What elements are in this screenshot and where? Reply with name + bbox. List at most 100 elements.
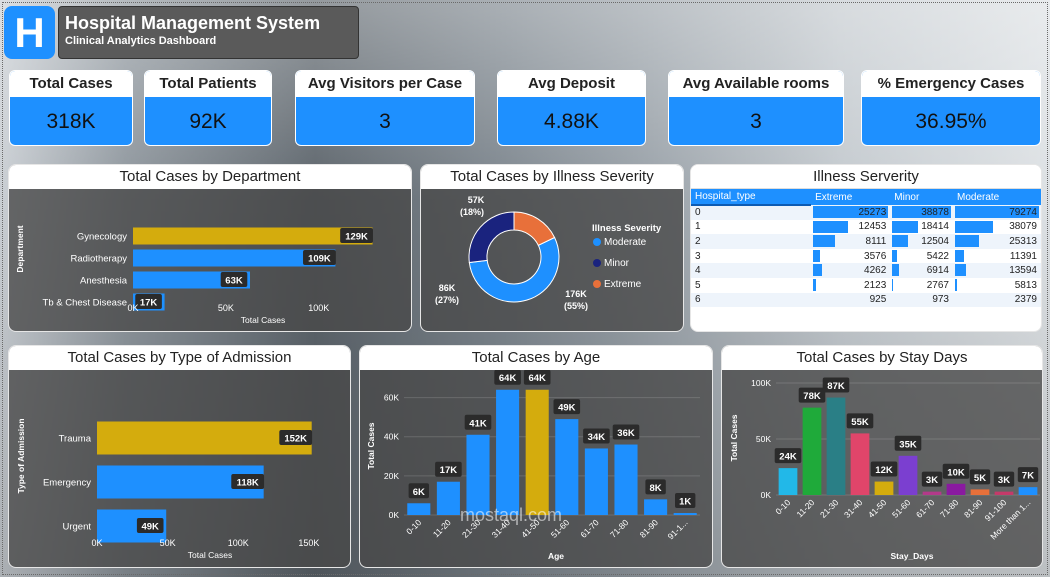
bar-21-30	[826, 397, 846, 495]
slice-minor	[468, 211, 515, 264]
table-cell-value: 12453	[811, 220, 890, 235]
bar-61-70	[584, 448, 608, 515]
data-label: 34K	[588, 432, 606, 443]
data-label-bg	[136, 518, 164, 533]
table-cell-type: 6	[691, 292, 812, 308]
data-label-group: 24K	[774, 448, 802, 464]
bar-91-100	[994, 491, 1014, 495]
page-title: Hospital Management System	[65, 13, 321, 33]
data-label-group: 3K	[993, 471, 1015, 487]
table-header[interactable]: Hospital_type	[691, 189, 812, 206]
legend-marker	[593, 238, 601, 246]
stay-chart: 0K 50K 100K 24K 0-10 78K 11-20 87K 21-30 55K 31-40…	[729, 377, 1040, 561]
table-cell-value: 2379	[953, 292, 1041, 308]
data-label: 41K	[469, 418, 487, 429]
slice-value-label: 86K	[439, 283, 456, 293]
x-tick-label: 71-80	[608, 517, 631, 540]
data-label-group: 109K	[303, 250, 336, 265]
data-label-group: 64K	[494, 370, 521, 385]
y-tick-label: 50K	[756, 434, 771, 444]
y-axis-title: Total Cases	[729, 414, 739, 461]
kpi-avg-visitors[interactable]: Avg Visitors per Case 3	[295, 70, 475, 146]
table-cell-value: 2767	[890, 278, 953, 293]
data-label: 3K	[998, 475, 1010, 486]
y-tick-label: 20K	[384, 471, 399, 481]
data-bar	[892, 264, 900, 277]
category-label: Urgent	[62, 522, 91, 533]
data-bar	[813, 249, 821, 262]
cell-text: 5422	[926, 250, 949, 262]
data-label: 129K	[345, 232, 368, 243]
card-age[interactable]: Total Cases by Age 0K 20K 40K 60K 6K 0-10 17K 1…	[359, 345, 713, 568]
data-bar	[813, 235, 835, 248]
card-admission[interactable]: Total Cases by Type of Admission Trauma 1…	[8, 345, 351, 568]
table-cell-value: 12504	[890, 234, 953, 249]
kpi-emergency-pct[interactable]: % Emergency Cases 36.95%	[861, 70, 1041, 146]
table-cell-value: 38079	[953, 220, 1041, 235]
kpi-label: Avg Deposit	[498, 71, 645, 97]
cell-text: 5813	[1014, 279, 1037, 291]
bar-11-20	[802, 407, 822, 495]
data-label-group: 3K	[921, 471, 943, 487]
data-label-bg	[645, 479, 666, 495]
cell-text: 18414	[921, 221, 949, 233]
data-bar	[955, 220, 994, 233]
data-label-bg	[612, 424, 640, 440]
table-header[interactable]: Moderate	[953, 189, 1041, 205]
bar-81-90	[644, 499, 668, 515]
cell-text: 12504	[921, 235, 949, 247]
data-label: 35K	[899, 439, 917, 450]
data-label: 8K	[650, 483, 662, 494]
data-label-bg	[523, 370, 551, 385]
table-cell-value: 18414	[890, 220, 953, 235]
data-label: 17K	[140, 298, 158, 309]
data-label: 10K	[947, 467, 965, 478]
table-cell-type: 5	[691, 278, 811, 293]
table-cell-value: 25313	[953, 234, 1041, 249]
table-cell-type: 4	[691, 263, 812, 278]
x-tick-label: 11-20	[794, 497, 816, 519]
card-dept[interactable]: Total Cases by Department Gynecology 129K…	[8, 164, 412, 332]
dept-chart: Gynecology 129K Radiotherapy 109K Anesthesia…	[15, 225, 373, 325]
chart-title: Total Cases by Department	[9, 165, 411, 189]
slice-pct-label: (27%)	[435, 295, 459, 305]
data-label-group: 7K	[1017, 467, 1039, 483]
kpi-total-cases[interactable]: Total Cases 318K	[9, 70, 133, 146]
table-cell-value: 38878	[890, 205, 953, 220]
data-label-bg	[553, 399, 581, 415]
table-header[interactable]: Extreme	[811, 189, 891, 205]
cell-text: 2	[695, 235, 701, 247]
data-label-group: 6K	[408, 483, 429, 499]
data-label-group: 78K	[798, 387, 826, 403]
slice-extreme	[513, 211, 556, 246]
kpi-value: 92K	[189, 110, 227, 133]
card-stay[interactable]: Total Cases by Stay Days 0K 50K 100K 24K 0-1…	[721, 345, 1043, 568]
card-severity-table[interactable]: Illness Serverity Hospital_type Extreme Mi…	[690, 164, 1042, 332]
x-axis-title: Total Cases	[188, 550, 232, 560]
bar-trauma	[97, 421, 312, 455]
data-label: 6K	[413, 487, 425, 498]
slice-pct-label: (18%)	[460, 207, 484, 217]
x-tick-label: 150K	[298, 538, 319, 548]
card-severity[interactable]: Total Cases by Illness Severity 176K (55%…	[420, 164, 684, 332]
kpi-avg-rooms[interactable]: Avg Available rooms 3	[668, 70, 844, 146]
data-label-group: 12K	[870, 461, 898, 477]
kpi-value: 3	[379, 110, 391, 133]
data-label: 55K	[851, 417, 869, 428]
category-label: Radiotherapy	[70, 254, 127, 265]
table-cell-value: 925	[811, 292, 891, 308]
cell-text: 1	[695, 221, 701, 233]
data-label: 64K	[499, 373, 517, 384]
x-tick-label: 0K	[127, 303, 138, 313]
chart-title: Total Cases by Type of Admission	[9, 346, 350, 370]
table-header[interactable]: Minor	[890, 189, 953, 205]
kpi-total-patients[interactable]: Total Patients 92K	[144, 70, 272, 146]
table-cell-type: 2	[691, 234, 812, 249]
legend-label: Minor	[604, 258, 630, 269]
kpi-avg-deposit[interactable]: Avg Deposit 4.88K	[497, 70, 646, 146]
x-tick-label: 50K	[218, 303, 234, 313]
legend-title: Illness Severity	[592, 223, 662, 234]
y-axis-title: Type of Admission	[16, 418, 26, 493]
table-cell-value: 13594	[953, 263, 1041, 278]
x-tick-label: 61-70	[914, 497, 937, 520]
